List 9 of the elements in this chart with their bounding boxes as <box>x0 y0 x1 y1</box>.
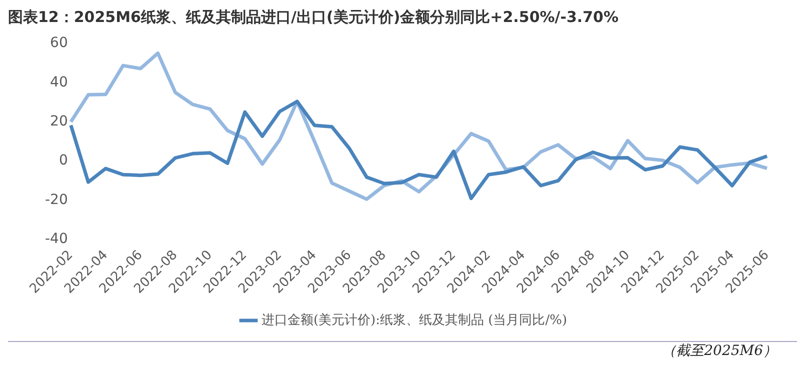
y-tick-label: -40 <box>44 231 68 248</box>
y-tick-label: 0 <box>58 152 68 169</box>
y-tick-label: 60 <box>50 35 68 52</box>
legend-label: 进口金额(美元计价):纸浆、纸及其制品 (当月同比/%) <box>261 312 568 328</box>
chart-title: 图表12：2025M6纸浆、纸及其制品进口/出口(美元计价)金额分别同比+2.50%/-3.70% <box>8 8 620 28</box>
y-tick-label: 40 <box>50 74 68 90</box>
y-tick-label: -20 <box>44 192 68 208</box>
text: （截至2025M6） <box>661 342 778 360</box>
y-tick-label: 20 <box>50 114 68 130</box>
